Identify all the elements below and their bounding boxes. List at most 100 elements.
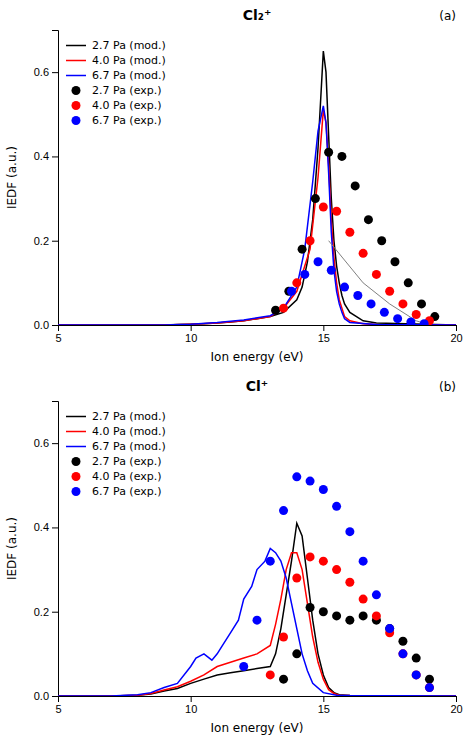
legend-swatch <box>66 60 86 62</box>
data-point <box>393 314 402 323</box>
data-point <box>425 683 434 692</box>
x-tick: 20 <box>450 325 462 344</box>
legend-label: 4.0 Pa (mod.) <box>92 425 166 438</box>
data-point <box>306 603 315 612</box>
model-line <box>58 51 456 325</box>
data-point <box>292 278 301 287</box>
data-point <box>239 662 248 671</box>
title: Cl₂⁺ <box>243 7 272 23</box>
scatter-series <box>271 148 439 321</box>
data-point <box>337 152 346 161</box>
scatter-series <box>279 603 434 684</box>
data-point <box>279 304 288 313</box>
x-tick: 15 <box>318 696 330 715</box>
y-tick-mark <box>52 325 58 326</box>
x-tick-label: 10 <box>185 332 197 344</box>
y-tick: 0.6 <box>34 66 58 78</box>
scatter-series <box>287 257 429 325</box>
legend-item: 4.0 Pa (exp.) <box>72 99 162 112</box>
data-point <box>425 683 434 692</box>
data-point <box>319 557 328 566</box>
data-point <box>340 283 349 292</box>
data-point <box>398 649 407 658</box>
legend-swatch <box>72 457 81 466</box>
x-tick-label: 10 <box>185 703 197 715</box>
y-tick: 0.4 <box>34 521 58 533</box>
data-point <box>287 287 296 296</box>
data-point <box>359 611 368 620</box>
legend-swatch <box>72 86 81 95</box>
y-axis: 0.00.20.40.6 <box>34 31 59 332</box>
legend-label: 4.0 Pa (mod.) <box>92 54 166 67</box>
data-point <box>292 472 301 481</box>
x-axis-line <box>59 326 457 332</box>
x-axis-title: Ion energy (eV) <box>211 721 304 735</box>
y-tick-mark <box>52 527 58 528</box>
x-tick: 10 <box>185 696 197 715</box>
x-tick: 5 <box>55 696 61 715</box>
data-point <box>332 207 341 216</box>
y-tick-mark <box>52 443 58 444</box>
data-point <box>372 270 381 279</box>
x-tick: 20 <box>450 696 462 715</box>
x-tick: 15 <box>318 325 330 344</box>
x-tick-mark <box>191 325 192 331</box>
data-point <box>279 506 288 515</box>
title: Cl⁺ <box>246 378 268 394</box>
data-point <box>406 318 415 325</box>
model-line <box>58 106 456 325</box>
x-tick-label: 20 <box>450 703 462 715</box>
x-tick-label: 15 <box>318 703 330 715</box>
legend-item: 6.7 Pa (exp.) <box>72 485 162 498</box>
x-tick: 5 <box>55 325 61 344</box>
y-tick: 0.2 <box>34 235 58 247</box>
x-tick-label: 5 <box>55 703 61 715</box>
legend-swatch <box>72 101 81 110</box>
data-point <box>292 574 301 583</box>
data-point <box>319 485 328 494</box>
y-tick-mark <box>52 241 58 242</box>
data-point <box>412 310 421 319</box>
x-tick-label: 5 <box>55 332 61 344</box>
legend-swatch <box>66 75 86 77</box>
data-point <box>332 502 341 511</box>
data-point <box>404 278 413 287</box>
data-point <box>359 557 368 566</box>
legend-item: 6.7 Pa (mod.) <box>66 69 166 82</box>
legend-swatch <box>66 416 86 418</box>
y-tick: 0.0 <box>34 690 58 702</box>
x-tick-label: 20 <box>450 332 462 344</box>
data-point <box>279 675 288 684</box>
data-point <box>324 148 333 157</box>
x-tick-label: 15 <box>318 332 330 344</box>
data-point <box>398 649 407 658</box>
legend: 2.7 Pa (mod.)4.0 Pa (mod.)6.7 Pa (mod.)2… <box>66 39 166 127</box>
x-tick-mark <box>323 696 324 702</box>
plot-area <box>58 472 456 696</box>
panel-label: (a) <box>439 9 456 23</box>
data-point <box>372 590 381 599</box>
data-point <box>412 670 421 679</box>
y-tick: 0.4 <box>34 150 58 162</box>
scatter-series <box>239 472 434 692</box>
data-point <box>345 228 354 237</box>
legend-item: 2.7 Pa (mod.) <box>66 39 166 52</box>
x-axis-title: Ion energy (eV) <box>211 350 304 364</box>
data-point <box>412 670 421 679</box>
model-line <box>58 553 456 696</box>
scatter-series <box>266 552 434 692</box>
legend-label: 6.7 Pa (mod.) <box>92 69 166 82</box>
data-point <box>412 654 421 663</box>
legend-label: 4.0 Pa (exp.) <box>92 99 162 112</box>
x-axis: 5 10 15 20 <box>55 325 462 344</box>
data-point <box>385 624 394 633</box>
y-tick-mark <box>52 156 58 157</box>
data-point <box>353 291 362 300</box>
y-tick-label: 0.2 <box>34 235 49 247</box>
y-tick-mark <box>52 696 58 697</box>
legend-swatch <box>72 116 81 125</box>
data-point <box>372 611 381 620</box>
legend-label: 6.7 Pa (exp.) <box>92 114 162 127</box>
legend-item: 2.7 Pa (mod.) <box>66 410 166 423</box>
data-point <box>279 633 288 642</box>
